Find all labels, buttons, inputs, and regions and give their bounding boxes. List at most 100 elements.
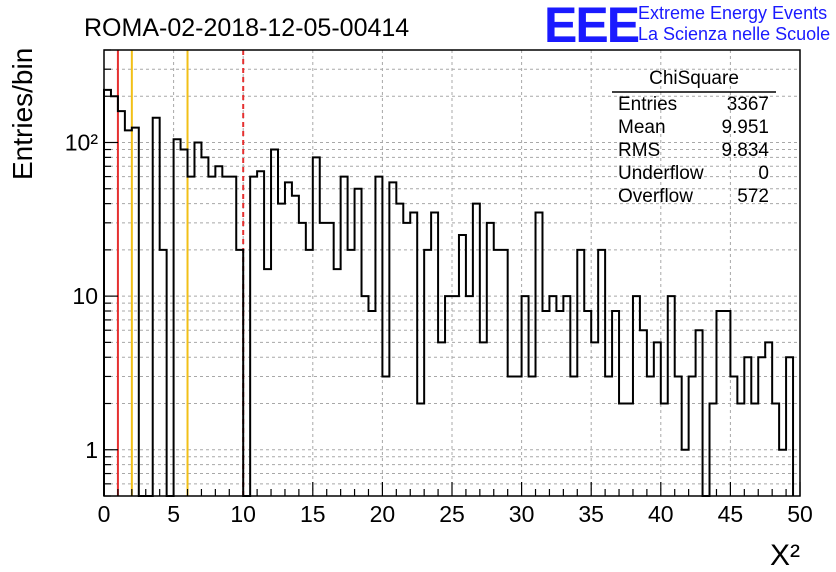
stats-label: RMS: [618, 140, 660, 161]
eee-logo-line1: Extreme Energy Events: [638, 3, 827, 23]
stats-value: 572: [737, 186, 769, 207]
y-tick-label: 10²: [65, 129, 99, 155]
eee-logo-line2: La Scienza nelle Scuole: [638, 24, 830, 44]
histogram-bin: [208, 177, 215, 496]
histogram-bin: [466, 296, 473, 496]
histogram-bin: [730, 376, 737, 496]
x-tick-label: 15: [300, 501, 326, 527]
histogram-bin: [320, 223, 327, 496]
x-tick-label: 40: [648, 501, 674, 527]
histogram-bin: [174, 139, 181, 496]
histogram-bin: [765, 342, 772, 496]
histogram-bin: [125, 130, 132, 496]
histogram-bin: [689, 376, 696, 496]
stats-value: 0: [758, 163, 769, 184]
histogram-bin: [536, 213, 543, 496]
histogram-bin: [591, 342, 598, 496]
x-tick-labels: 0 5 10 15 20 25 30 35 40 45 50: [98, 501, 813, 527]
stats-box-name: ChiSquare: [649, 68, 739, 89]
histogram-bin: [250, 177, 257, 496]
histogram-bin: [341, 177, 348, 496]
histogram-bin: [445, 296, 452, 496]
histogram-bin: [285, 182, 292, 496]
stats-label: Entries: [618, 94, 677, 115]
histogram-bin: [375, 177, 382, 496]
stats-rows: Entries 3367 Mean 9.951 RMS 9.834 Underflow 0 Ov…: [618, 94, 769, 207]
histogram-bin: [744, 357, 751, 496]
histogram-bin: [229, 177, 236, 496]
histogram-bin: [278, 204, 285, 496]
histogram-bin: [549, 296, 556, 496]
histogram-bin: [473, 204, 480, 496]
histogram-bin: [598, 250, 605, 496]
histogram-bin: [271, 150, 278, 496]
histogram-bin: [529, 376, 536, 496]
histogram-bin: [181, 150, 188, 496]
x-tick-label: 50: [787, 501, 813, 527]
histogram-bin: [570, 376, 577, 496]
histogram-bin: [188, 177, 195, 496]
x-tick-label: 25: [439, 501, 465, 527]
histogram-outline: [103, 88, 795, 497]
x-axis-label: X²: [770, 539, 800, 572]
x-tick-label: 5: [167, 501, 180, 527]
histogram-bin: [201, 157, 208, 496]
axes: [103, 49, 801, 497]
histogram-bin: [153, 118, 160, 496]
chart-title: ROMA-02-2018-12-05-00414: [84, 14, 409, 42]
histogram-bin: [668, 296, 675, 496]
histogram-bin: [758, 357, 765, 496]
x-tick-label: 0: [98, 501, 111, 527]
histogram-bin: [786, 357, 793, 496]
stats-label: Underflow: [618, 163, 704, 184]
stats-value: 9.834: [721, 140, 769, 161]
histogram-bin: [424, 250, 431, 496]
histogram-bin: [640, 330, 647, 496]
stats-box: ChiSquare Entries 3367 Mean 9.951 RMS 9.834 Un…: [612, 68, 776, 207]
y-tick-labels: 1 10 10²: [65, 129, 99, 462]
y-axis-label: Entries/bin: [7, 48, 38, 180]
histogram-bin: [389, 182, 396, 496]
histogram-bin: [654, 342, 661, 496]
histogram-bin: [132, 128, 139, 496]
stats-label: Mean: [618, 117, 666, 138]
histogram-bin: [501, 250, 508, 496]
histogram-bin: [410, 213, 417, 496]
histogram-bin: [236, 250, 243, 496]
stats-label: Overflow: [618, 186, 693, 207]
histogram-bin: [215, 166, 222, 496]
x-tick-label: 20: [370, 501, 396, 527]
stats-value: 3367: [727, 94, 769, 115]
histogram-bin: [515, 376, 522, 496]
histogram-bin: [431, 213, 438, 496]
x-tick-label: 45: [718, 501, 744, 527]
histogram-bin: [577, 250, 584, 496]
eee-logo: EEE Extreme Energy Events La Scienza nel…: [544, 0, 830, 53]
histogram-bin: [438, 342, 445, 496]
histogram-bin: [696, 330, 703, 496]
histogram-bin: [563, 296, 570, 496]
histogram-bin: [382, 376, 389, 496]
histogram-bin: [480, 342, 487, 496]
histogram-bin: [522, 296, 529, 496]
grid-lines: [104, 50, 800, 496]
histogram-bin: [299, 223, 306, 496]
eee-logo-letters: EEE: [544, 0, 639, 53]
histogram-bin: [313, 157, 320, 496]
y-tick-label: 10: [72, 283, 98, 309]
histogram-bin: [487, 223, 494, 496]
histogram-bin: [348, 250, 355, 496]
histogram-bin: [327, 223, 334, 496]
x-tick-label: 30: [509, 501, 535, 527]
histogram-bin: [675, 376, 682, 496]
x-tick-label: 10: [230, 501, 256, 527]
histogram-bin: [633, 296, 640, 496]
histogram-bin: [292, 196, 299, 496]
histogram-bin: [403, 223, 410, 496]
histogram-bin: [104, 90, 111, 496]
histogram-bin: [452, 296, 459, 496]
histogram-bin: [194, 142, 201, 496]
histogram-bin: [396, 204, 403, 496]
histogram-bin: [160, 250, 167, 496]
